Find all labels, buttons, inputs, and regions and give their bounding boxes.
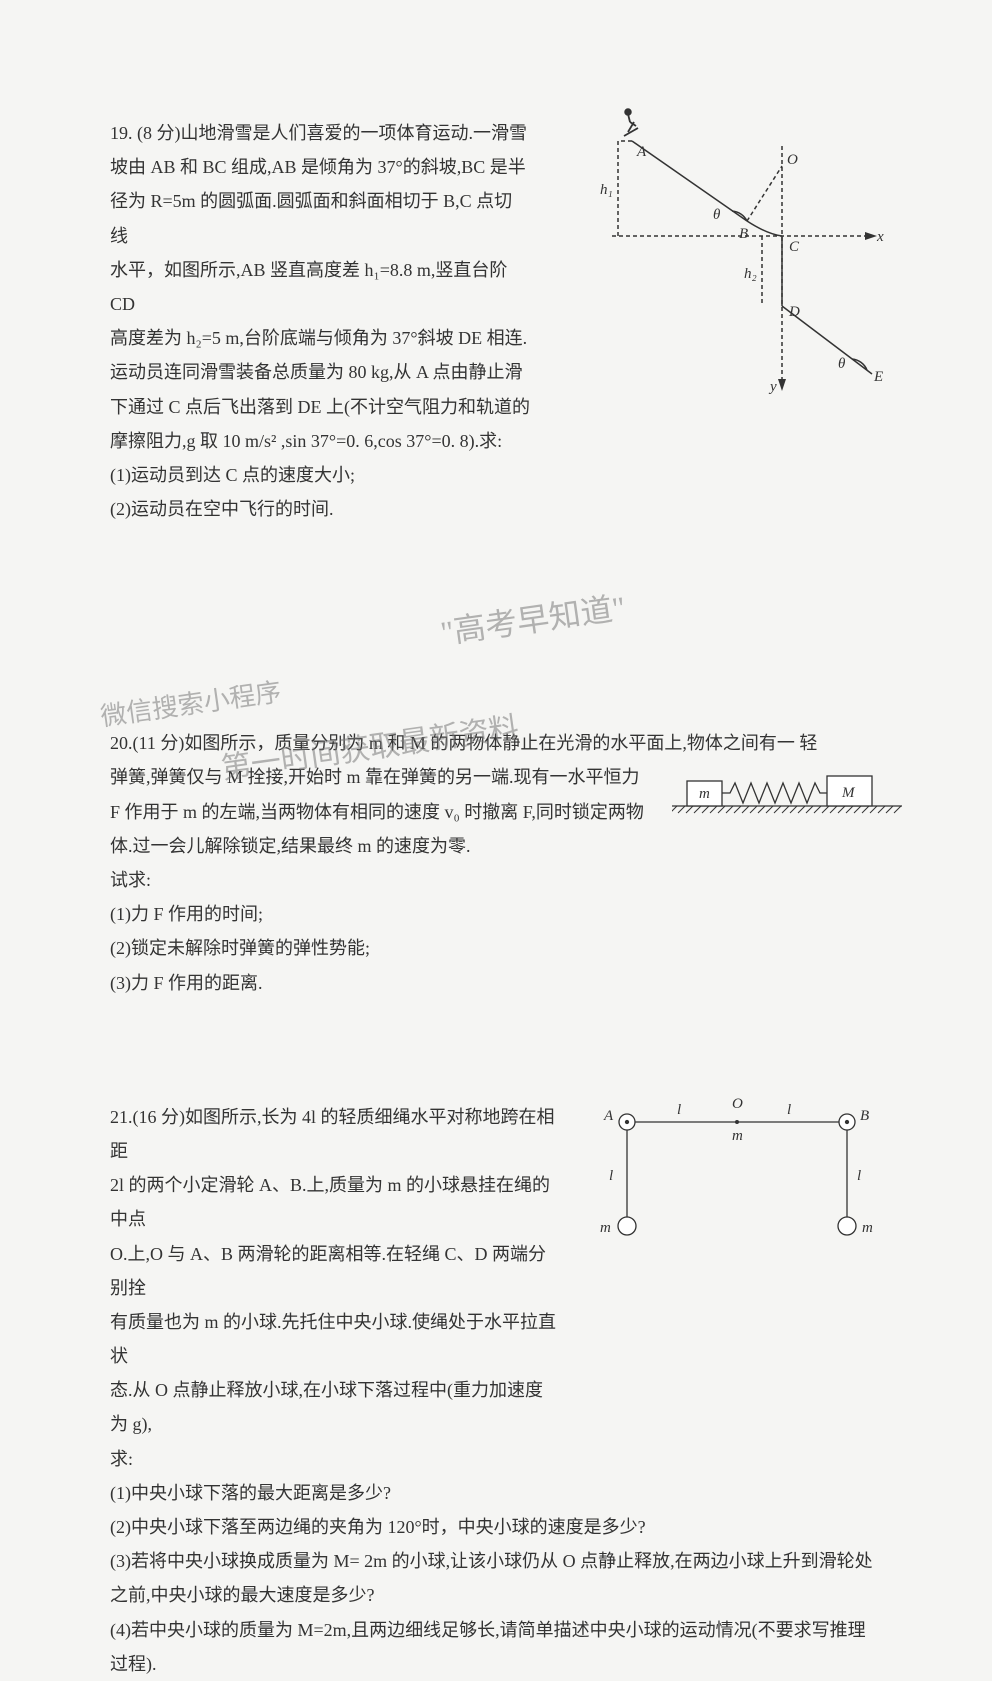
question-3: (3)若将中央小球换成质量为 M= 2m 的小球,让该小球仍从 O 点静止释放,… bbox=[110, 1551, 873, 1605]
label-C: C bbox=[789, 239, 800, 255]
problem-points: (8 分) bbox=[137, 123, 181, 143]
label-theta2: θ bbox=[838, 356, 846, 372]
problem-19: 19. (8 分)山地滑雪是人们喜爱的一项体育运动.一滑雪 坡由 AB 和 BC… bbox=[110, 116, 882, 526]
label-h1: h₁ bbox=[600, 182, 613, 198]
label-theta1: θ bbox=[713, 207, 721, 223]
watermark-line1: "高考早知道" bbox=[437, 577, 630, 663]
body-line: 如图所示，质量分别为 m 和 M 的两物体静止在光滑的水平面上,物体之间有一 轻 bbox=[184, 733, 817, 753]
question-1: (1)运动员到达 C 点的速度大小; bbox=[110, 465, 355, 485]
body-line: 求: bbox=[110, 1449, 133, 1469]
body-line: 有质量也为 m 的小球.先托住中央小球.使绳处于水平拉直状 bbox=[110, 1312, 556, 1366]
body-line: 运动员连同滑雪装备总质量为 80 kg,从 A 点由静止滑 bbox=[110, 362, 523, 382]
question-1: (1)力 F 作用的时间; bbox=[110, 904, 263, 924]
problem-20: 20.(11 分)如图所示，质量分别为 m 和 M 的两物体静止在光滑的水平面上… bbox=[110, 726, 882, 1000]
body-line: 摩擦阻力,g 取 10 m/s² ,sin 37°=0. 6,cos 37°=0… bbox=[110, 431, 502, 451]
problem-points: (16 分) bbox=[133, 1107, 186, 1127]
problem-number: 21. bbox=[110, 1107, 133, 1127]
question-1: (1)中央小球下落的最大距离是多少? bbox=[110, 1483, 391, 1503]
body-line: 径为 R=5m 的圆弧面.圆弧面和斜面相切于 B,C 点切线 bbox=[110, 191, 512, 245]
question-2: (2)运动员在空中飞行的时间. bbox=[110, 499, 334, 519]
body-line: F 作用于 m 的左端,当两物体有相同的速度 v₀ 时撤离 F,同时锁定两物 bbox=[110, 802, 644, 822]
question-2: (2)锁定未解除时弹簧的弹性势能; bbox=[110, 938, 370, 958]
body-line: 试求: bbox=[110, 870, 151, 890]
body-line: 体.过一会儿解除锁定,结果最终 m 的速度为零. bbox=[110, 836, 471, 856]
label-x: x bbox=[876, 229, 884, 245]
question-4: (4)若中央小球的质量为 M=2m,且两边细线足够长,请简单描述中央小球的运动情… bbox=[110, 1620, 866, 1674]
question-3: (3)力 F 作用的距离. bbox=[110, 973, 263, 993]
label-O: O bbox=[787, 152, 798, 168]
body-line: 2l 的两个小定滑轮 A、B.上,质量为 m 的小球悬挂在绳的中点 bbox=[110, 1175, 550, 1229]
body-line: 弹簧,弹簧仅与 M 拴接,开始时 m 靠在弹簧的另一端.现有一水平恒力 bbox=[110, 767, 640, 787]
body-line: 下通过 C 点后飞出落到 DE 上(不计空气阻力和轨道的 bbox=[110, 397, 530, 417]
body-line: O.上,O 与 A、B 两滑轮的距离相等.在轻绳 C、D 两端分别拴 bbox=[110, 1244, 546, 1298]
body-line: 高度差为 h₂=5 m,台阶底端与倾角为 37°斜坡 DE 相连. bbox=[110, 328, 527, 348]
body-line: 山地滑雪是人们喜爱的一项体育运动.一滑雪 bbox=[181, 123, 528, 143]
label-A: A bbox=[636, 144, 647, 160]
label-y: y bbox=[768, 379, 777, 395]
problem-21: 21.(16 分)如图所示,长为 4l 的轻质细绳水平对称地跨在相距 2l 的两… bbox=[110, 1100, 882, 1681]
problem-20-text: 20.(11 分)如图所示，质量分别为 m 和 M 的两物体静止在光滑的水平面上… bbox=[110, 726, 882, 1000]
label-E: E bbox=[873, 369, 883, 385]
body-line: 坡由 AB 和 BC 组成,AB 是倾角为 37°的斜坡,BC 是半 bbox=[110, 157, 526, 177]
problem-19-text: 19. (8 分)山地滑雪是人们喜爱的一项体育运动.一滑雪 坡由 AB 和 BC… bbox=[110, 116, 530, 526]
problem-number: 20. bbox=[110, 733, 133, 753]
question-2: (2)中央小球下落至两边绳的夹角为 120°时，中央小球的速度是多少? bbox=[110, 1517, 646, 1537]
label-D: D bbox=[788, 304, 800, 320]
problem-number: 19. bbox=[110, 123, 133, 143]
body-line: 态.从 O 点静止释放小球,在小球下落过程中(重力加速度为 g), bbox=[110, 1380, 543, 1434]
label-B: B bbox=[739, 226, 748, 242]
body-line: 水平，如图所示,AB 竖直高度差 h₁=8.8 m,竖直台阶 CD bbox=[110, 260, 507, 314]
problem-21-text: 21.(16 分)如图所示,长为 4l 的轻质细绳水平对称地跨在相距 2l 的两… bbox=[110, 1100, 882, 1681]
figure-19: A B C D E O x y h₁ h₂ θ θ bbox=[582, 106, 892, 407]
problem-points: (11 分) bbox=[133, 733, 185, 753]
label-h2: h₂ bbox=[744, 266, 757, 282]
